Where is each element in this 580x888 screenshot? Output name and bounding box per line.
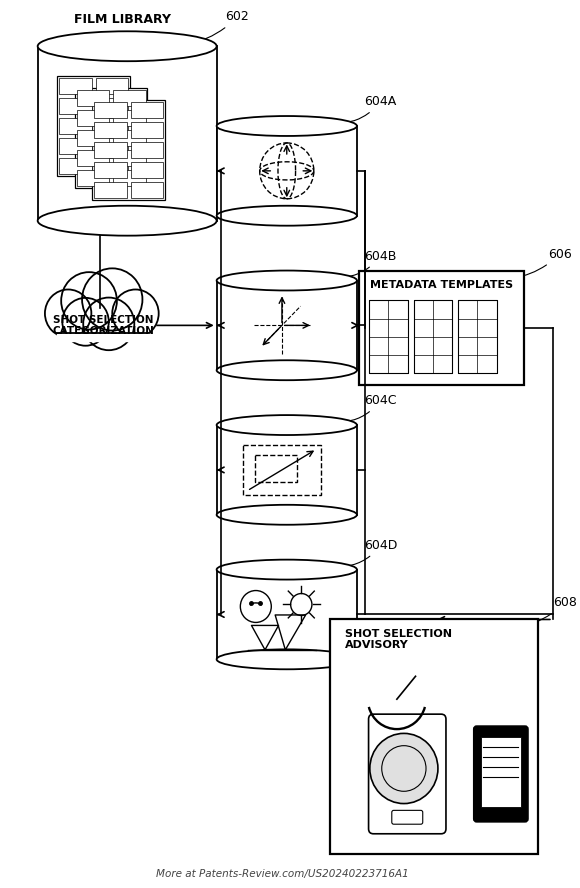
FancyBboxPatch shape <box>77 150 109 166</box>
Text: SHOT SELECTION
CATEGORIZATION: SHOT SELECTION CATEGORIZATION <box>52 314 154 337</box>
FancyBboxPatch shape <box>95 182 126 198</box>
FancyBboxPatch shape <box>474 726 528 821</box>
FancyBboxPatch shape <box>481 737 521 807</box>
FancyBboxPatch shape <box>96 98 128 114</box>
FancyBboxPatch shape <box>113 90 146 106</box>
Ellipse shape <box>217 361 357 380</box>
Circle shape <box>82 268 143 330</box>
Text: 604B: 604B <box>332 250 396 277</box>
FancyBboxPatch shape <box>360 271 524 385</box>
FancyBboxPatch shape <box>130 102 163 118</box>
FancyBboxPatch shape <box>458 300 496 373</box>
FancyBboxPatch shape <box>95 162 126 178</box>
FancyBboxPatch shape <box>59 98 92 114</box>
FancyBboxPatch shape <box>130 122 163 138</box>
Text: 608: 608 <box>478 597 577 628</box>
FancyBboxPatch shape <box>113 150 146 166</box>
Ellipse shape <box>217 504 357 525</box>
FancyBboxPatch shape <box>113 130 146 146</box>
FancyBboxPatch shape <box>369 300 408 373</box>
Polygon shape <box>217 425 357 515</box>
FancyBboxPatch shape <box>75 88 147 187</box>
FancyBboxPatch shape <box>59 118 92 134</box>
Circle shape <box>113 289 159 337</box>
FancyBboxPatch shape <box>57 76 130 176</box>
FancyBboxPatch shape <box>130 182 163 198</box>
Polygon shape <box>217 569 357 659</box>
Polygon shape <box>38 46 217 221</box>
Ellipse shape <box>217 415 357 435</box>
FancyBboxPatch shape <box>113 170 146 186</box>
FancyBboxPatch shape <box>59 158 92 174</box>
FancyBboxPatch shape <box>96 138 128 154</box>
FancyBboxPatch shape <box>95 122 126 138</box>
FancyBboxPatch shape <box>95 142 126 158</box>
Polygon shape <box>217 126 357 216</box>
FancyBboxPatch shape <box>77 90 109 106</box>
FancyBboxPatch shape <box>414 300 452 373</box>
FancyBboxPatch shape <box>330 620 538 853</box>
Text: More at Patents-Review.com/US20240223716A1: More at Patents-Review.com/US20240223716… <box>155 868 408 878</box>
FancyBboxPatch shape <box>130 162 163 178</box>
FancyBboxPatch shape <box>96 118 128 134</box>
Ellipse shape <box>217 649 357 670</box>
Ellipse shape <box>217 271 357 290</box>
Circle shape <box>61 272 117 329</box>
FancyBboxPatch shape <box>77 170 109 186</box>
Text: 604A: 604A <box>332 95 396 123</box>
FancyBboxPatch shape <box>96 158 128 174</box>
FancyBboxPatch shape <box>59 138 92 154</box>
Ellipse shape <box>38 206 217 235</box>
Ellipse shape <box>38 31 217 61</box>
Circle shape <box>62 297 109 345</box>
Ellipse shape <box>217 559 357 580</box>
Circle shape <box>84 297 135 350</box>
Text: 602: 602 <box>148 11 249 45</box>
FancyBboxPatch shape <box>130 142 163 158</box>
Circle shape <box>45 289 92 337</box>
FancyBboxPatch shape <box>77 130 109 146</box>
Circle shape <box>370 733 438 804</box>
FancyBboxPatch shape <box>77 110 109 126</box>
FancyBboxPatch shape <box>96 78 128 94</box>
Ellipse shape <box>217 116 357 136</box>
Text: 604C: 604C <box>332 394 396 422</box>
FancyBboxPatch shape <box>113 110 146 126</box>
FancyBboxPatch shape <box>368 714 446 834</box>
Text: SHOT SELECTION
ADVISORY: SHOT SELECTION ADVISORY <box>345 629 452 650</box>
Text: FILM LIBRARY: FILM LIBRARY <box>74 13 171 27</box>
Text: 606: 606 <box>477 248 572 279</box>
FancyBboxPatch shape <box>392 811 423 824</box>
Ellipse shape <box>217 206 357 226</box>
Text: METADATA TEMPLATES: METADATA TEMPLATES <box>370 280 513 289</box>
FancyBboxPatch shape <box>92 100 165 200</box>
FancyBboxPatch shape <box>59 78 92 94</box>
FancyBboxPatch shape <box>95 102 126 118</box>
Text: 604D: 604D <box>332 539 397 567</box>
Polygon shape <box>217 281 357 370</box>
